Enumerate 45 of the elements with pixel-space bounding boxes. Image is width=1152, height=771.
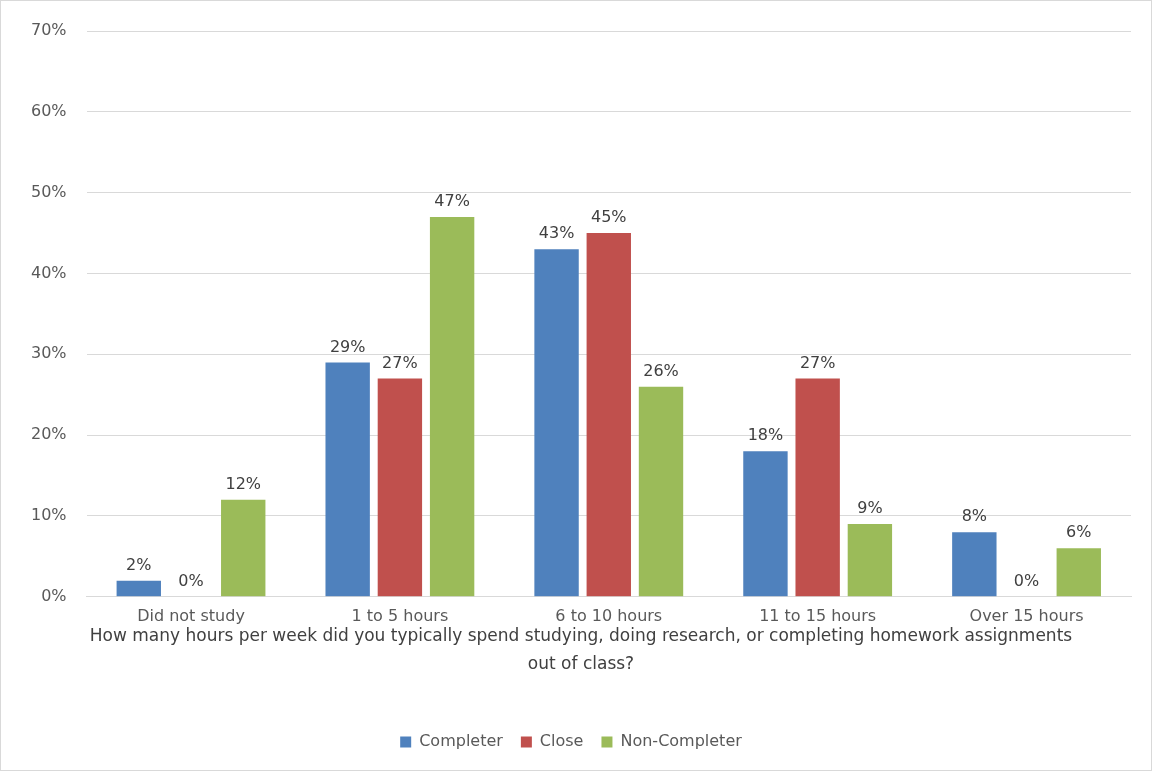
x-tick-label: Over 15 hours [969, 605, 1084, 625]
bar [638, 386, 684, 597]
data-label: 27% [382, 352, 418, 372]
y-tick-label: 30% [31, 343, 67, 363]
data-label: 12% [225, 473, 262, 493]
y-tick-label: 20% [31, 424, 67, 444]
bar [847, 524, 893, 597]
data-label: 29% [329, 336, 366, 356]
y-tick-label: 40% [31, 262, 67, 282]
legend-label: Close [539, 731, 584, 751]
data-label: 2% [126, 554, 152, 574]
x-tick-label: 6 to 10 hours [555, 605, 663, 625]
x-axis-title: How many hours per week did you typically spend studying, doing research, or completing homework assignments out of class? [89, 625, 1073, 673]
data-label: 47% [434, 191, 470, 211]
data-label: 18% [747, 425, 784, 445]
y-tick-label: 10% [31, 505, 67, 525]
bar [1056, 548, 1101, 597]
y-tick-label: 0% [41, 585, 67, 605]
bar [221, 499, 266, 597]
legend-label: Non-Completer [620, 731, 743, 751]
x-tick-label: Did not study [137, 605, 245, 625]
bar [743, 451, 788, 597]
bar [325, 362, 370, 597]
data-label: 0% [1013, 570, 1040, 590]
data-label: 45% [591, 207, 627, 227]
bar [586, 233, 631, 597]
x-tick-label: 11 to 15 hours [759, 605, 877, 625]
bar [795, 378, 840, 597]
data-label: 43% [538, 223, 575, 243]
data-label: 26% [643, 360, 679, 380]
y-tick-label: 70% [31, 20, 67, 40]
bar [952, 532, 997, 597]
bar [377, 378, 423, 597]
y-tick-label: 50% [31, 181, 67, 201]
legend-label: Completer [419, 731, 504, 751]
bar [116, 580, 161, 597]
data-label: 0% [178, 570, 204, 590]
data-label: 9% [857, 498, 883, 518]
bar [429, 216, 475, 597]
data-label: 8% [961, 506, 988, 526]
data-label: 6% [1066, 522, 1092, 542]
data-label: 27% [799, 352, 836, 372]
x-tick-label: 1 to 5 hours [351, 605, 449, 625]
bar [534, 249, 579, 597]
y-tick-label: 60% [31, 100, 67, 120]
